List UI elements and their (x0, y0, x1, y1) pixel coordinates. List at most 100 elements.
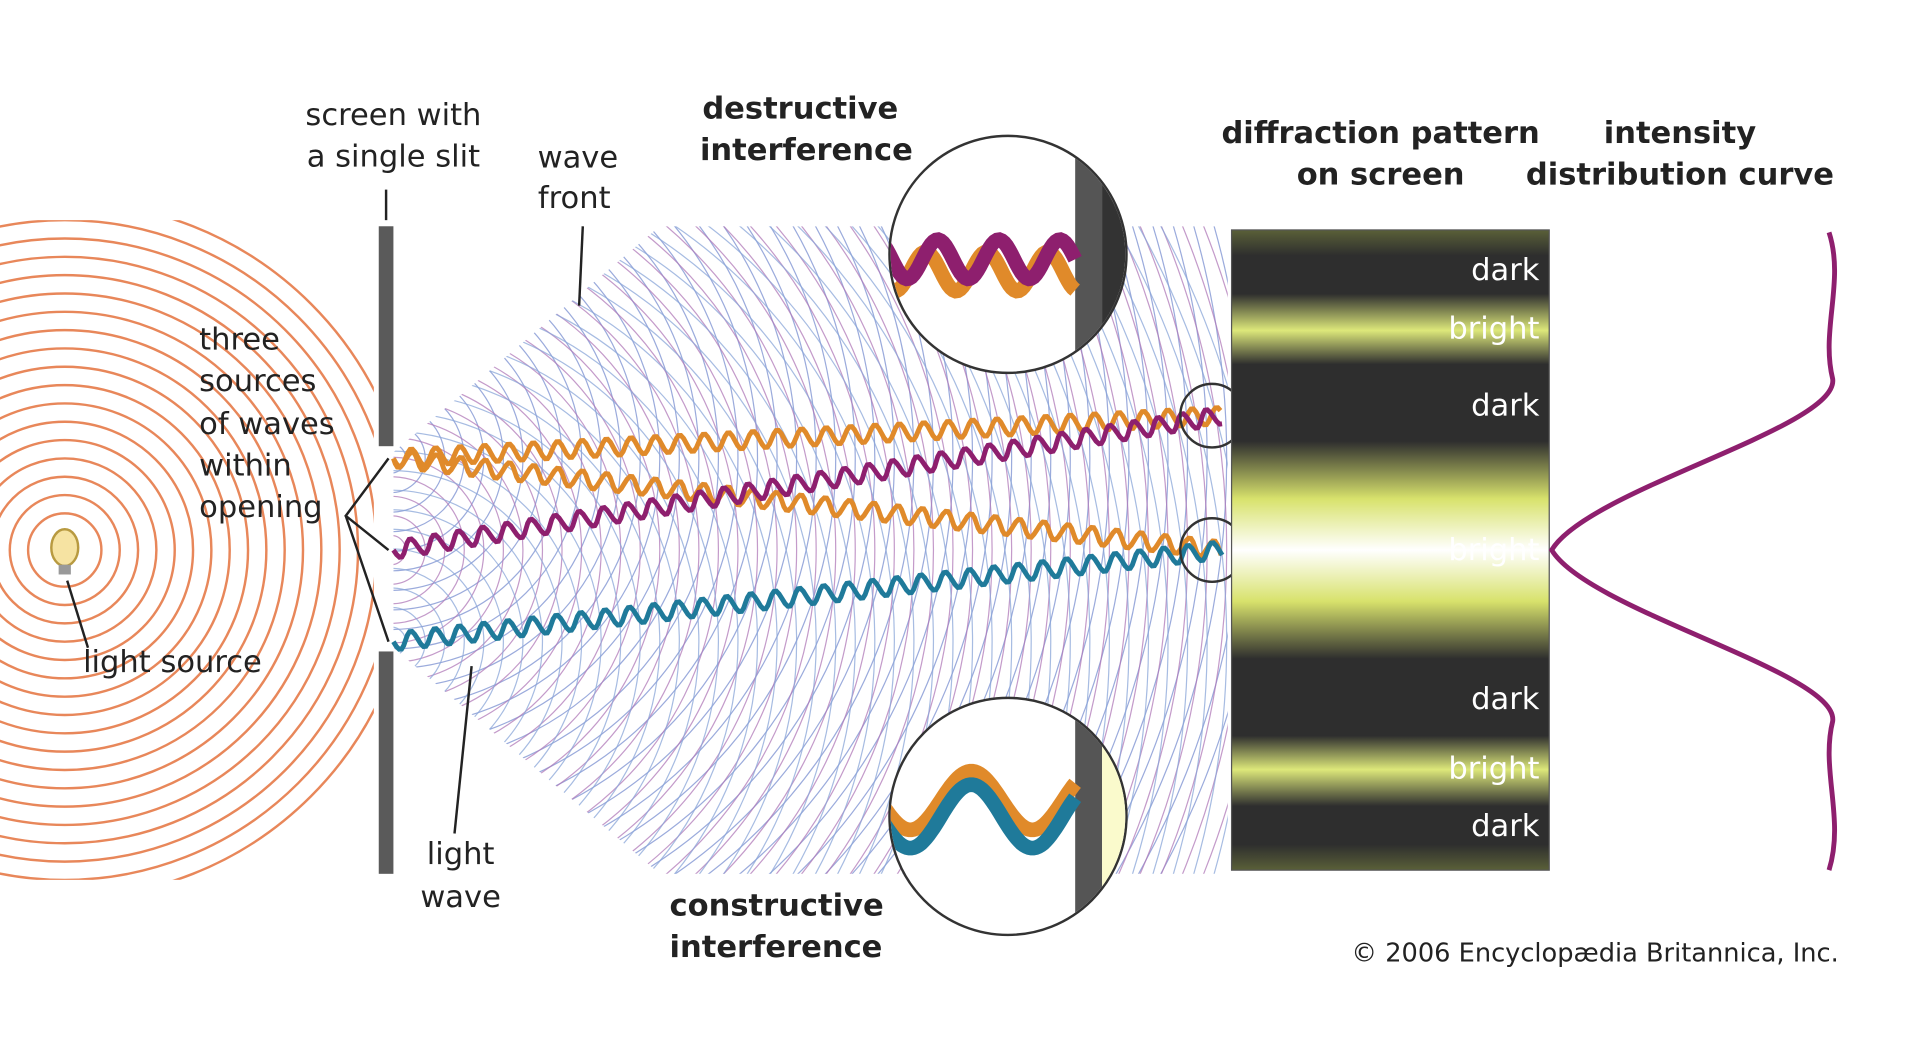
wavelet (393, 489, 544, 794)
wave-arc (0, 310, 305, 790)
wave-arc (0, 457, 158, 643)
wavelet (393, 261, 680, 840)
wavelet (393, 280, 661, 820)
wavelet (393, 226, 798, 874)
wavelet (393, 397, 544, 703)
wavelet (393, 226, 1150, 874)
wavelet (393, 226, 641, 709)
inset-wave (890, 777, 1082, 856)
wavelet (393, 226, 1189, 874)
label: screen with (305, 98, 481, 133)
destructive-inset (888, 134, 1128, 375)
band-label: bright (1448, 751, 1539, 786)
label: interference (670, 930, 883, 965)
wavelet (393, 509, 524, 775)
wavelet (393, 226, 1130, 874)
wavelet (393, 226, 1091, 874)
light-ray (391, 407, 1223, 560)
wavelet (393, 226, 680, 748)
leader (66, 580, 90, 649)
wavelet (393, 226, 1052, 874)
wavelet (393, 226, 837, 874)
label: destructive (702, 92, 898, 127)
label: diffraction pattern (1221, 116, 1539, 151)
wavelet (393, 226, 1150, 874)
leader (344, 457, 390, 643)
wavelet (393, 226, 935, 874)
wavelet (393, 378, 563, 722)
wavelet (393, 372, 661, 874)
wavelet (393, 358, 583, 742)
wavelet (393, 286, 563, 631)
wavelet (393, 226, 778, 874)
wavelet (393, 226, 954, 874)
label: intensity (1604, 116, 1756, 151)
wavelet (393, 226, 876, 874)
wavelet (393, 226, 974, 874)
wavelet (393, 226, 1111, 874)
wavelet (393, 456, 485, 644)
wavelet (393, 226, 1052, 874)
wavelet (393, 226, 915, 874)
wavelet (393, 226, 661, 728)
wave-arc (0, 402, 213, 698)
wave-arc (0, 438, 176, 662)
wavelet (393, 226, 1032, 874)
label: a single slit (307, 139, 480, 174)
wavelet (393, 300, 641, 800)
label: interference (700, 133, 913, 168)
label: light source (83, 645, 262, 680)
label: wave (538, 141, 619, 176)
wavelet (393, 226, 993, 874)
wavelet (393, 226, 837, 874)
wavelet (393, 226, 895, 874)
slit-screen-bottom (378, 651, 394, 874)
wavelet (393, 226, 1013, 874)
wavelet (393, 274, 759, 874)
wave-arc (0, 237, 374, 863)
wavelet (393, 226, 798, 865)
wavelet (393, 226, 1111, 874)
label: three (199, 323, 280, 358)
wavelet (393, 226, 1189, 874)
band-label: bright (1448, 533, 1539, 568)
wavelet (393, 254, 778, 874)
wavelet (393, 226, 1071, 874)
wavelet (393, 534, 407, 566)
wavelet (393, 226, 1169, 874)
wave-arc (0, 347, 268, 753)
wavelet (393, 226, 1071, 874)
wavelet (393, 226, 700, 767)
wavelet (393, 352, 680, 874)
intensity-curve (1548, 231, 1837, 871)
wave-arc (0, 383, 231, 717)
wavelet (393, 226, 1032, 874)
wavelet (393, 226, 1228, 874)
wavelet (393, 226, 739, 874)
wavelet (393, 226, 1208, 874)
wavelet (393, 226, 1071, 874)
wavelet (393, 226, 1013, 874)
wavelet (393, 470, 563, 814)
wavelet (393, 226, 915, 874)
wavelet (393, 226, 817, 874)
wavelet (393, 606, 426, 677)
wavelet (393, 226, 759, 874)
label: within (199, 448, 292, 483)
wavelet (393, 226, 1091, 874)
band-label: dark (1471, 809, 1540, 844)
inset-wave (890, 232, 1082, 287)
wave-arc (8, 493, 121, 607)
wavelet (393, 226, 1111, 874)
wavelet (393, 226, 739, 807)
wavelet (393, 437, 504, 664)
wavelet (393, 235, 798, 874)
wavelet (393, 333, 700, 874)
wavelet (393, 226, 1208, 874)
wave-arc (0, 365, 250, 735)
leader (577, 226, 585, 306)
slit-screen-top (378, 226, 394, 447)
leader (453, 665, 473, 834)
wavelet (393, 515, 426, 585)
